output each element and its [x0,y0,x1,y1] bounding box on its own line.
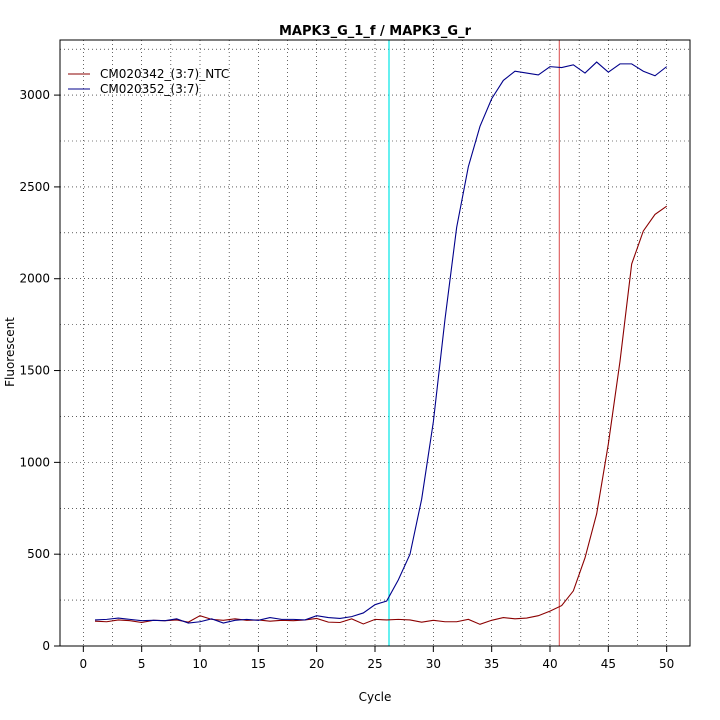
y-tick-label: 2500 [19,180,50,194]
legend-label-series-2: CM020352_(3:7) [100,82,199,96]
x-tick-label: 35 [484,657,499,671]
x-tick-label: 0 [80,657,88,671]
y-axis-label: Fluorescent [3,317,17,387]
chart-title: MAPK3_G_1_f / MAPK3_G_r [279,24,472,39]
x-tick-label: 50 [659,657,674,671]
y-tick-label: 3000 [19,88,50,102]
x-tick-label: 5 [138,657,146,671]
y-tick-label: 1500 [19,364,50,378]
legend-label-series-1: CM020342_(3:7)_NTC [100,67,229,81]
grid-layer [60,40,690,646]
legend: CM020342_(3:7)_NTC CM020352_(3:7) [68,67,229,96]
series-layer [94,61,668,625]
x-tick-label: 10 [192,657,207,671]
x-tick-label: 15 [251,657,266,671]
x-tick-label: 20 [309,657,324,671]
x-tick-label: 40 [542,657,557,671]
y-tick-label: 1000 [19,455,50,469]
x-tick-label: 45 [601,657,616,671]
x-axis-label: Cycle [359,690,392,704]
series-line-1 [94,205,667,625]
series-line-2 [94,61,668,624]
x-tick-label: 30 [426,657,441,671]
y-tick-label: 0 [42,639,50,653]
x-axis: 0 5 10 15 20 25 30 35 40 45 50 [80,646,674,671]
plot-frame [59,39,691,647]
reference-lines [388,40,560,646]
y-tick-label: 2000 [19,272,50,286]
y-tick-label: 500 [27,547,50,561]
y-axis: 0 500 1000 1500 2000 2500 3000 [19,88,60,653]
x-tick-label: 25 [367,657,382,671]
